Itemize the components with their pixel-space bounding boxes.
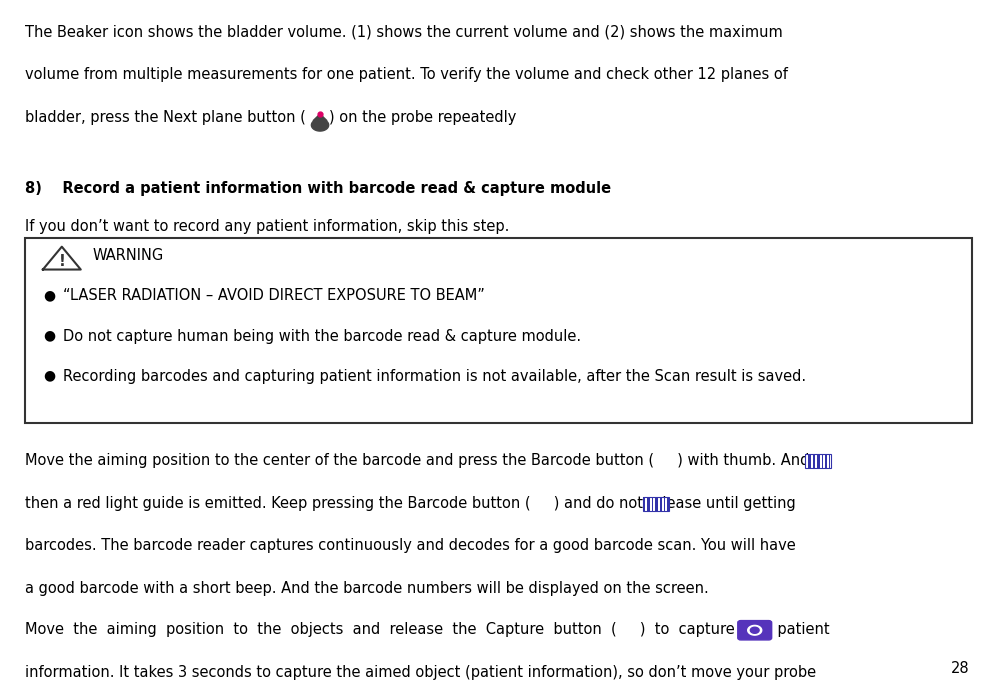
Bar xyxy=(805,454,806,468)
Bar xyxy=(822,454,824,468)
Bar xyxy=(664,497,665,511)
Bar xyxy=(643,497,644,511)
Polygon shape xyxy=(748,625,762,635)
Bar xyxy=(648,497,650,511)
Text: 8)    Record a patient information with barcode read & capture module: 8) Record a patient information with bar… xyxy=(25,180,611,196)
Text: a good barcode with a short beep. And the barcode numbers will be displayed on t: a good barcode with a short beep. And th… xyxy=(25,581,709,596)
Text: ●: ● xyxy=(43,369,55,383)
Text: information. It takes 3 seconds to capture the aimed object (patient information: information. It takes 3 seconds to captu… xyxy=(25,665,817,680)
Bar xyxy=(819,454,820,468)
Polygon shape xyxy=(311,119,329,131)
Text: barcodes. The barcode reader captures continuously and decodes for a good barcod: barcodes. The barcode reader captures co… xyxy=(25,538,796,553)
Bar xyxy=(652,497,653,511)
Bar xyxy=(657,497,658,511)
Bar xyxy=(646,497,648,511)
Text: bladder, press the Next plane button (     ) on the probe repeatedly: bladder, press the Next plane button ( )… xyxy=(25,110,516,125)
Text: ●: ● xyxy=(43,329,55,343)
Bar xyxy=(808,454,810,468)
Text: Move the aiming position to the center of the barcode and press the Barcode butt: Move the aiming position to the center o… xyxy=(25,453,810,468)
Bar xyxy=(814,454,815,468)
Polygon shape xyxy=(751,627,759,633)
Bar xyxy=(810,454,812,468)
Text: If you don’t want to record any patient information, skip this step.: If you don’t want to record any patient … xyxy=(25,219,509,234)
Bar xyxy=(25,238,972,423)
Text: The Beaker icon shows the bladder volume. (1) shows the current volume and (2) s: The Beaker icon shows the bladder volume… xyxy=(25,24,783,39)
Bar xyxy=(817,454,819,468)
Bar xyxy=(643,497,669,511)
Text: “LASER RADIATION – AVOID DIRECT EXPOSURE TO BEAM”: “LASER RADIATION – AVOID DIRECT EXPOSURE… xyxy=(63,289,485,303)
Bar xyxy=(655,497,657,511)
Text: Recording barcodes and capturing patient information is not available, after the: Recording barcodes and capturing patient… xyxy=(63,369,806,384)
Text: Do not capture human being with the barcode read & capture module.: Do not capture human being with the barc… xyxy=(63,329,581,343)
Bar xyxy=(826,454,827,468)
Bar xyxy=(829,454,831,468)
Polygon shape xyxy=(313,114,327,121)
Text: !: ! xyxy=(59,254,65,269)
Bar xyxy=(667,497,669,511)
FancyBboxPatch shape xyxy=(752,621,758,625)
Bar xyxy=(660,497,662,511)
Text: ●: ● xyxy=(43,289,55,303)
Bar xyxy=(805,454,831,468)
Text: Move  the  aiming  position  to  the  objects  and  release  the  Capture  butto: Move the aiming position to the objects … xyxy=(25,622,830,637)
Text: 28: 28 xyxy=(950,661,969,676)
Text: volume from multiple measurements for one patient. To verify the volume and chec: volume from multiple measurements for on… xyxy=(25,67,788,82)
Text: WARNING: WARNING xyxy=(93,248,164,263)
FancyBboxPatch shape xyxy=(738,621,772,640)
Text: then a red light guide is emitted. Keep pressing the Barcode button (     ) and : then a red light guide is emitted. Keep … xyxy=(25,495,796,511)
